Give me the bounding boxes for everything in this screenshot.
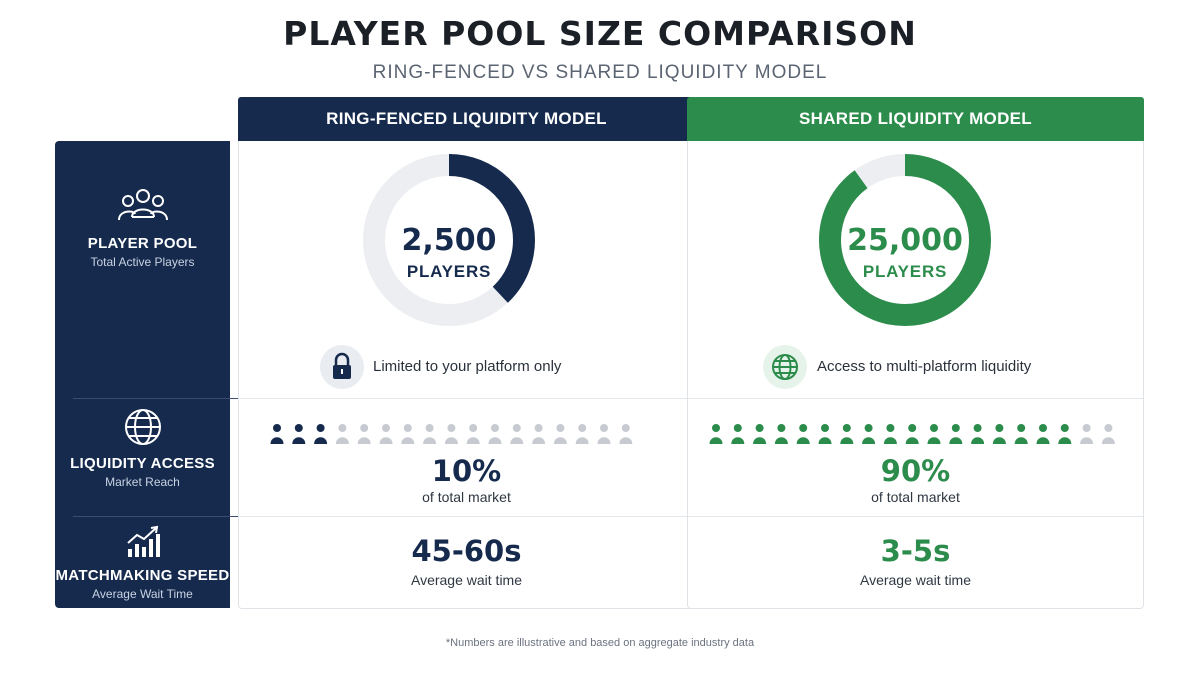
shared-person-icon bbox=[905, 424, 919, 444]
shared-person-icon bbox=[883, 424, 897, 444]
shared-person-icon bbox=[840, 424, 854, 444]
ring-fenced-person-icon bbox=[444, 424, 458, 444]
ring-fenced-person-icon bbox=[619, 424, 633, 444]
row-divider bbox=[239, 398, 694, 399]
shared-person-icon bbox=[709, 424, 723, 444]
users-icon bbox=[117, 189, 168, 221]
shared-wait-time: 3-5s bbox=[880, 534, 951, 568]
shared-person-icon bbox=[753, 424, 767, 444]
ring-fenced-person-icon bbox=[270, 424, 284, 444]
ring-fenced-person-icon bbox=[314, 424, 328, 444]
shared-people-row bbox=[709, 423, 1124, 445]
ring-fenced-players-value: 2,500 bbox=[401, 223, 497, 258]
ring-fenced-donut: 2,500 PLAYERS bbox=[360, 151, 538, 329]
ring-fenced-people-pictogram bbox=[270, 424, 633, 444]
ring-fenced-person-icon bbox=[532, 424, 546, 444]
sidebar-divider bbox=[73, 516, 267, 517]
ring-fenced-access: Limited to your platform only bbox=[239, 345, 694, 389]
ring-fenced-person-icon bbox=[575, 424, 589, 444]
row-divider bbox=[688, 516, 1143, 517]
ring-fenced-person-icon bbox=[357, 424, 371, 444]
shared-person-icon bbox=[1058, 424, 1072, 444]
ring-fenced-header: RING-FENCED LIQUIDITY MODEL bbox=[238, 97, 695, 141]
globe-icon bbox=[124, 409, 161, 445]
shared-person-icon bbox=[971, 424, 985, 444]
ring-fenced-person-icon bbox=[597, 424, 611, 444]
sidebar-title-liquidity-access: LIQUIDITY ACCESS bbox=[70, 455, 215, 472]
page-subtitle: RING-FENCED VS SHARED LIQUIDITY MODEL bbox=[372, 62, 828, 83]
ring-fenced-donut-arc bbox=[363, 154, 535, 326]
shared-column: SHARED LIQUIDITY MODEL 25,000 PLAYERS bbox=[687, 97, 1144, 609]
ring-fenced-column: RING-FENCED LIQUIDITY MODEL 2,500 PLAYER… bbox=[238, 97, 695, 609]
sidebar-divider bbox=[73, 398, 267, 399]
shared-person-icon bbox=[818, 424, 832, 444]
footnote: *Numbers are illustrative and based on a… bbox=[445, 637, 755, 649]
shared-market-share: 90% bbox=[880, 454, 951, 488]
ring-fenced-access-badge bbox=[320, 345, 364, 389]
ring-fenced-access-text: Limited to your platform only bbox=[373, 358, 562, 375]
page-title: PLAYER POOL SIZE COMPARISON bbox=[283, 14, 917, 53]
sidebar-section-liquidity-access: LIQUIDITY ACCESS Market Reach bbox=[55, 407, 230, 489]
sidebar-section-matchmaking-speed: MATCHMAKING SPEED Average Wait Time bbox=[55, 525, 230, 601]
sidebar-section-player-pool: PLAYER POOL Total Active Players bbox=[55, 187, 230, 269]
shared-access-badge bbox=[763, 345, 807, 389]
shared-person-icon bbox=[992, 424, 1006, 444]
row-divider bbox=[239, 516, 694, 517]
sidebar-desc-matchmaking-speed: Average Wait Time bbox=[92, 587, 193, 601]
ring-fenced-person-icon bbox=[379, 424, 393, 444]
shared-header: SHARED LIQUIDITY MODEL bbox=[687, 97, 1144, 141]
ring-fenced-person-icon bbox=[510, 424, 524, 444]
bar-chart-icon bbox=[126, 525, 160, 557]
shared-access-text: Access to multi-platform liquidity bbox=[817, 358, 1032, 375]
ring-fenced-person-icon bbox=[335, 424, 349, 444]
shared-person-icon bbox=[949, 424, 963, 444]
shared-access: Access to multi-platform liquidity bbox=[688, 345, 1143, 389]
shared-donut: 25,000 PLAYERS bbox=[816, 151, 994, 329]
ring-fenced-person-icon bbox=[423, 424, 437, 444]
ring-fenced-market-share: 10% bbox=[431, 454, 502, 488]
ring-fenced-wait-time: 45-60s bbox=[411, 534, 522, 568]
ring-fenced-people-row bbox=[270, 423, 641, 445]
shared-body: 25,000 PLAYERS Access to multi-platform … bbox=[687, 141, 1144, 609]
ring-fenced-wait-time-label: Average wait time bbox=[410, 572, 522, 588]
ring-fenced-players-label: PLAYERS bbox=[406, 262, 492, 281]
ring-fenced-person-icon bbox=[466, 424, 480, 444]
sidebar-title-player-pool: PLAYER POOL bbox=[87, 235, 198, 252]
shared-wait-time-label: Average wait time bbox=[859, 572, 971, 588]
shared-players-value: 25,000 bbox=[847, 223, 963, 258]
metrics-sidebar: PLAYER POOL Total Active Players LIQUIDI… bbox=[55, 141, 267, 608]
sidebar-title-matchmaking-speed: MATCHMAKING SPEED bbox=[55, 567, 230, 584]
shared-donut-chart bbox=[819, 154, 991, 326]
globe-icon bbox=[772, 354, 798, 380]
shared-person-icon bbox=[927, 424, 941, 444]
ring-fenced-person-icon bbox=[488, 424, 502, 444]
sidebar-desc-liquidity-access: Market Reach bbox=[105, 475, 180, 489]
ring-fenced-person-icon bbox=[553, 424, 567, 444]
shared-players-label: PLAYERS bbox=[862, 262, 948, 281]
shared-people-pictogram bbox=[709, 424, 1115, 444]
shared-person-icon bbox=[862, 424, 876, 444]
shared-person-icon bbox=[1014, 424, 1028, 444]
shared-person-icon bbox=[796, 424, 810, 444]
ring-fenced-market-share-label: of total market bbox=[422, 489, 511, 505]
shared-person-icon bbox=[1080, 424, 1094, 444]
lock-icon bbox=[333, 352, 351, 379]
shared-market-share-label: of total market bbox=[871, 489, 960, 505]
row-divider bbox=[688, 398, 1143, 399]
ring-fenced-person-icon bbox=[401, 424, 415, 444]
ring-fenced-body: 2,500 PLAYERS Limited to your platform o… bbox=[238, 141, 695, 609]
shared-person-icon bbox=[1036, 424, 1050, 444]
shared-person-icon bbox=[774, 424, 788, 444]
shared-person-icon bbox=[1101, 424, 1115, 444]
shared-donut-arc bbox=[819, 154, 991, 326]
shared-person-icon bbox=[731, 424, 745, 444]
ring-fenced-donut-chart bbox=[363, 154, 535, 326]
sidebar-desc-player-pool: Total Active Players bbox=[90, 255, 195, 269]
ring-fenced-person-icon bbox=[292, 424, 306, 444]
